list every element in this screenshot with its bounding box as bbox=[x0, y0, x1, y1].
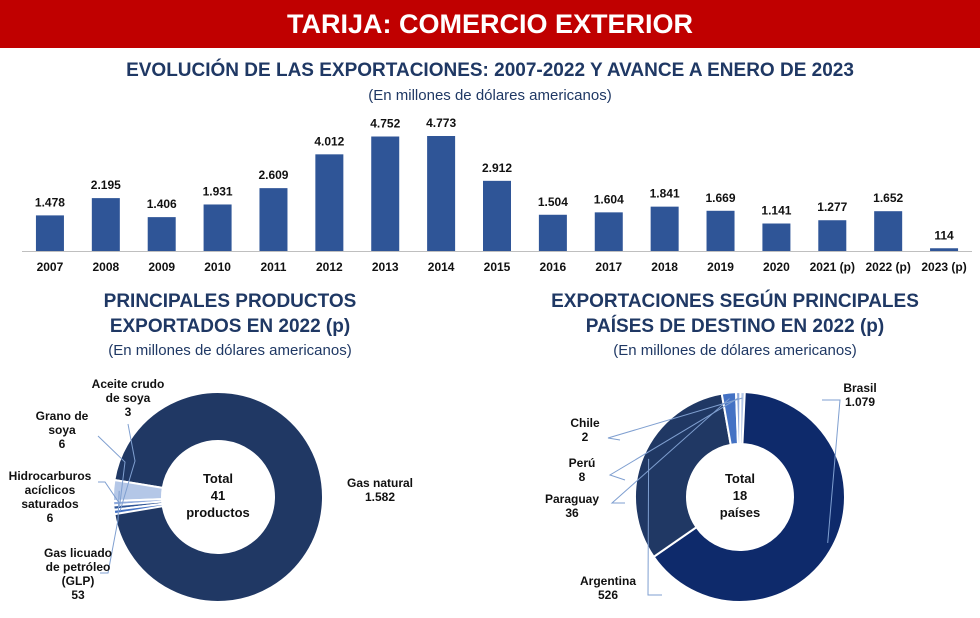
bar-8 bbox=[483, 180, 511, 251]
bar-value-label-8: 2.912 bbox=[482, 161, 512, 175]
page-banner: TARIJA: COMERCIO EXTERIOR bbox=[0, 0, 980, 48]
bar-13 bbox=[762, 223, 791, 251]
x-tick-label-12: 2019 bbox=[707, 260, 734, 274]
bar-1 bbox=[91, 198, 120, 251]
products-slice-4 bbox=[112, 502, 164, 516]
countries-label-2: Paraguay 36 bbox=[545, 492, 599, 520]
bar-value-label-12: 1.669 bbox=[706, 191, 736, 205]
bar-10 bbox=[594, 212, 623, 251]
x-tick-label-15: 2022 (p) bbox=[865, 260, 910, 274]
countries-title-line-1: EXPORTACIONES SEGÚN PRINCIPALES bbox=[551, 291, 919, 312]
bar-value-label-4: 2.609 bbox=[258, 168, 288, 182]
products-title-line-2: EXPORTADOS EN 2022 (p) bbox=[109, 316, 351, 337]
bar-15 bbox=[874, 211, 903, 251]
countries-leader-0 bbox=[822, 399, 841, 543]
bar-14 bbox=[818, 220, 847, 251]
bar-value-label-3: 1.931 bbox=[203, 184, 233, 198]
bar-value-label-9: 1.504 bbox=[538, 195, 568, 209]
countries-label-3: Perú 8 bbox=[569, 456, 596, 484]
countries-leader-3 bbox=[608, 397, 739, 481]
page-title: TARIJA: COMERCIO EXTERIOR bbox=[286, 9, 693, 39]
countries-center-label: Total 18 países bbox=[720, 471, 760, 520]
countries-label-1: Argentina 526 bbox=[580, 574, 636, 602]
bar-7 bbox=[427, 136, 456, 251]
bar-12 bbox=[706, 210, 735, 251]
bar-16 bbox=[930, 248, 959, 251]
products-center-label: Total 41 productos bbox=[186, 471, 250, 520]
products-leader-1 bbox=[100, 490, 120, 574]
products-leader-4 bbox=[119, 423, 136, 512]
bar-9 bbox=[538, 214, 567, 251]
x-tick-label-2: 2009 bbox=[148, 260, 175, 274]
bar-value-label-11: 1.841 bbox=[650, 187, 680, 201]
bar-value-label-16: 114 bbox=[934, 228, 954, 242]
x-tick-label-14: 2021 (p) bbox=[810, 260, 855, 274]
products-donut-chart: Total 41 productos Gas natural 1.582 Gas licu… bbox=[9, 377, 413, 603]
countries-leader-2 bbox=[610, 398, 730, 504]
x-tick-label-0: 2007 bbox=[37, 260, 64, 274]
bar-0 bbox=[35, 215, 64, 251]
countries-donut-chart: Total 18 países Brasil 1.079 Argentina 526 Para… bbox=[545, 381, 877, 603]
bar-chart-subtitle: (En millones de dólares americanos) bbox=[368, 87, 612, 104]
products-chart-title: PRINCIPALES PRODUCTOS EXPORTADOS EN 2022… bbox=[30, 289, 430, 339]
products-leader-2 bbox=[98, 481, 120, 504]
x-tick-label-7: 2014 bbox=[428, 260, 455, 274]
x-tick-label-4: 2011 bbox=[260, 260, 286, 274]
x-tick-label-11: 2018 bbox=[651, 260, 678, 274]
countries-slice-1 bbox=[634, 392, 732, 559]
bar-value-label-6: 4.752 bbox=[370, 117, 400, 131]
countries-label-0: Brasil 1.079 bbox=[843, 381, 876, 409]
countries-label-4: Chile 2 bbox=[570, 416, 600, 444]
countries-chart-title: EXPORTACIONES SEGÚN PRINCIPALES PAÍSES D… bbox=[495, 289, 975, 339]
bar-value-label-7: 4.773 bbox=[426, 116, 456, 130]
products-leader-3 bbox=[97, 435, 126, 508]
x-tick-label-10: 2017 bbox=[595, 260, 622, 274]
bar-6 bbox=[371, 136, 400, 251]
x-tick-label-13: 2020 bbox=[763, 260, 790, 274]
products-title-line-1: PRINCIPALES PRODUCTOS bbox=[103, 291, 357, 312]
countries-chart-subtitle: (En millones de dólares americanos) bbox=[613, 342, 857, 359]
x-tick-label-3: 2010 bbox=[204, 260, 231, 274]
bar-value-label-10: 1.604 bbox=[594, 192, 624, 206]
bar-2 bbox=[147, 217, 176, 251]
bar-value-label-2: 1.406 bbox=[147, 197, 177, 211]
products-label-1: Gas licuado de petróleo (GLP) 53 bbox=[44, 546, 112, 602]
bar-value-label-13: 1.141 bbox=[761, 204, 791, 218]
bar-11 bbox=[650, 206, 679, 251]
products-chart-subtitle: (En millones de dólares americanos) bbox=[108, 342, 352, 359]
countries-leader-1 bbox=[647, 458, 662, 596]
bar-chart-title: EVOLUCIÓN DE LAS EXPORTACIONES: 2007-202… bbox=[126, 60, 854, 81]
countries-leader-4 bbox=[607, 397, 743, 441]
countries-slice-0 bbox=[652, 390, 846, 603]
products-label-3: Grano de soya 6 bbox=[36, 409, 89, 451]
x-tick-label-9: 2016 bbox=[540, 260, 567, 274]
products-label-4: Aceite crudo de soya 3 bbox=[92, 377, 165, 419]
bar-value-label-0: 1.478 bbox=[35, 195, 65, 209]
bar-value-label-15: 1.652 bbox=[873, 191, 903, 205]
countries-title-line-2: PAÍSES DE DESTINO EN 2022 (p) bbox=[585, 316, 885, 337]
x-tick-label-16: 2023 (p) bbox=[921, 260, 966, 274]
bar-3 bbox=[203, 204, 232, 251]
countries-slice-4 bbox=[739, 390, 746, 446]
bar-value-label-1: 2.195 bbox=[91, 178, 121, 192]
products-label-2: Hidrocarburos acíclicos saturados 6 bbox=[9, 469, 92, 525]
bar-value-label-14: 1.277 bbox=[817, 200, 847, 214]
products-label-0: Gas natural 1.582 bbox=[347, 476, 413, 504]
products-slice-0 bbox=[112, 391, 324, 603]
bar-5 bbox=[315, 154, 344, 251]
bar-chart: 1.478 2007 2.195 2008 1.406 2009 1.931 2010 2.60… bbox=[35, 116, 967, 274]
bar-4 bbox=[259, 188, 288, 251]
x-tick-label-5: 2012 bbox=[316, 260, 343, 274]
x-tick-label-8: 2015 bbox=[484, 260, 511, 274]
x-tick-label-6: 2013 bbox=[372, 260, 399, 274]
x-tick-label-1: 2008 bbox=[92, 260, 119, 274]
bar-value-label-5: 4.012 bbox=[314, 134, 344, 148]
